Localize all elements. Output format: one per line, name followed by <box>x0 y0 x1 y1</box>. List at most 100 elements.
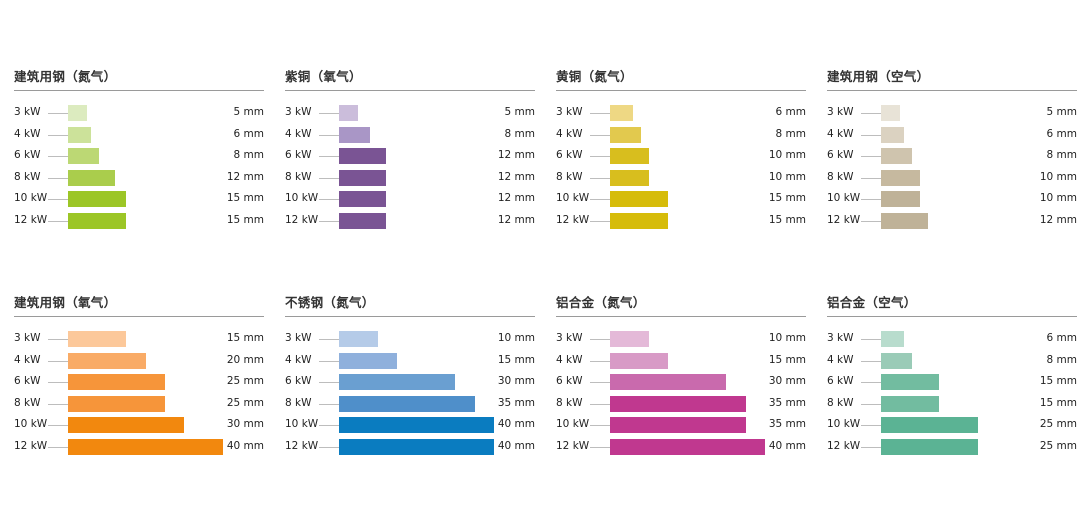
thickness-bar <box>610 438 765 455</box>
thickness-bar <box>339 126 370 143</box>
thickness-bar <box>339 395 475 412</box>
thickness-value-label: 20 mm <box>226 353 264 366</box>
chart-panel: 铝合金（氮气） 3 kW 10 mm 4 kW 15 mm 6 kW 30 mm 8 kW 35… <box>556 292 806 467</box>
power-label: 8 kW <box>556 170 583 183</box>
thickness-bar <box>881 105 901 121</box>
thickness-value-label: 15 mm <box>1039 375 1077 387</box>
thickness-value-label: 10 mm <box>1039 170 1077 183</box>
thickness-bar <box>610 417 746 433</box>
power-label: 6 kW <box>827 375 854 387</box>
chart-panel: 紫铜（氧气） 3 kW 5 mm 4 kW 8 mm 6 kW 12 mm 8 kW 12 mm… <box>285 66 535 241</box>
power-label: 3 kW <box>14 106 41 118</box>
power-label: 12 kW <box>556 213 590 226</box>
leader-line <box>48 156 68 157</box>
thickness-value-label: 6 mm <box>233 127 264 140</box>
leader-line <box>590 156 610 157</box>
thickness-bar <box>339 438 494 455</box>
thickness-bar <box>881 191 920 207</box>
thickness-value-label: 8 mm <box>1046 149 1077 161</box>
leader-line <box>319 113 339 114</box>
power-label: 12 kW <box>14 439 48 452</box>
thickness-value-label: 25 mm <box>226 375 264 387</box>
thickness-value-label: 30 mm <box>768 375 806 387</box>
power-label: 8 kW <box>827 396 854 409</box>
thickness-value-label: 6 mm <box>775 106 806 118</box>
power-label: 4 kW <box>827 127 854 140</box>
chart-panel: 建筑用钢（空气） 3 kW 5 mm 4 kW 6 mm 6 kW 8 mm 8 kW 10 m… <box>827 66 1077 241</box>
thickness-value-label: 10 mm <box>768 332 806 344</box>
thickness-value-label: 8 mm <box>504 127 535 140</box>
thickness-bar <box>881 438 978 455</box>
power-label: 3 kW <box>14 332 41 344</box>
thickness-bar <box>881 148 912 164</box>
power-label: 10 kW <box>285 418 319 430</box>
thickness-bar <box>68 105 88 121</box>
leader-line <box>861 177 881 179</box>
power-label: 6 kW <box>14 375 41 387</box>
leader-line <box>590 425 610 426</box>
chart-title: 铝合金（氮气） <box>556 295 646 310</box>
thickness-value-label: 6 mm <box>1046 127 1077 140</box>
title-divider <box>14 316 264 317</box>
chart-title: 建筑用钢（氧气） <box>14 295 117 310</box>
thickness-bar <box>610 191 669 207</box>
power-label: 10 kW <box>827 192 861 204</box>
power-label: 3 kW <box>556 332 583 344</box>
thickness-value-label: 12 mm <box>497 192 535 204</box>
thickness-bar <box>339 105 359 121</box>
chart-title: 不锈钢（氮气） <box>285 295 375 310</box>
thickness-value-label: 6 mm <box>1046 332 1077 344</box>
leader-line <box>861 339 881 340</box>
thickness-bar <box>610 331 649 347</box>
thickness-value-label: 25 mm <box>226 396 264 409</box>
thickness-bar <box>339 212 386 229</box>
leader-line <box>319 446 339 448</box>
leader-line <box>590 134 610 136</box>
thickness-value-label: 10 mm <box>497 332 535 344</box>
power-label: 12 kW <box>827 439 861 452</box>
thickness-value-label: 35 mm <box>497 396 535 409</box>
thickness-bar <box>881 126 905 143</box>
chart-title: 建筑用钢（空气） <box>827 69 930 84</box>
leader-line <box>48 403 68 405</box>
thickness-value-label: 35 mm <box>768 396 806 409</box>
thickness-value-label: 15 mm <box>1039 396 1077 409</box>
power-label: 10 kW <box>14 418 48 430</box>
title-divider <box>14 90 264 91</box>
thickness-value-label: 15 mm <box>768 213 806 226</box>
leader-line <box>590 177 610 179</box>
thickness-value-label: 15 mm <box>226 213 264 226</box>
thickness-value-label: 30 mm <box>497 375 535 387</box>
power-label: 3 kW <box>285 332 312 344</box>
thickness-bar <box>610 105 634 121</box>
leader-line <box>861 113 881 114</box>
thickness-bar <box>881 331 905 347</box>
leader-line <box>48 113 68 114</box>
leader-line <box>319 360 339 362</box>
thickness-bar <box>881 395 940 412</box>
thickness-value-label: 40 mm <box>226 439 264 452</box>
thickness-value-label: 8 mm <box>233 149 264 161</box>
leader-line <box>861 446 881 448</box>
power-label: 10 kW <box>827 418 861 430</box>
leader-line <box>861 220 881 222</box>
chart-panel: 黄铜（氮气） 3 kW 6 mm 4 kW 8 mm 6 kW 10 mm 8 kW 10 mm… <box>556 66 806 241</box>
thickness-value-label: 15 mm <box>226 332 264 344</box>
thickness-bar <box>68 395 165 412</box>
thickness-bar <box>68 374 165 390</box>
thickness-bar <box>339 352 398 369</box>
thickness-bar <box>68 417 185 433</box>
thickness-value-label: 15 mm <box>768 353 806 366</box>
leader-line <box>48 425 68 426</box>
power-label: 8 kW <box>556 396 583 409</box>
leader-line <box>590 360 610 362</box>
title-divider <box>556 90 806 91</box>
thickness-bar <box>610 212 669 229</box>
leader-line <box>590 113 610 114</box>
thickness-bar <box>610 352 669 369</box>
leader-line <box>861 199 881 200</box>
title-divider <box>556 316 806 317</box>
thickness-bar <box>339 417 494 433</box>
leader-line <box>590 220 610 222</box>
power-label: 4 kW <box>556 353 583 366</box>
